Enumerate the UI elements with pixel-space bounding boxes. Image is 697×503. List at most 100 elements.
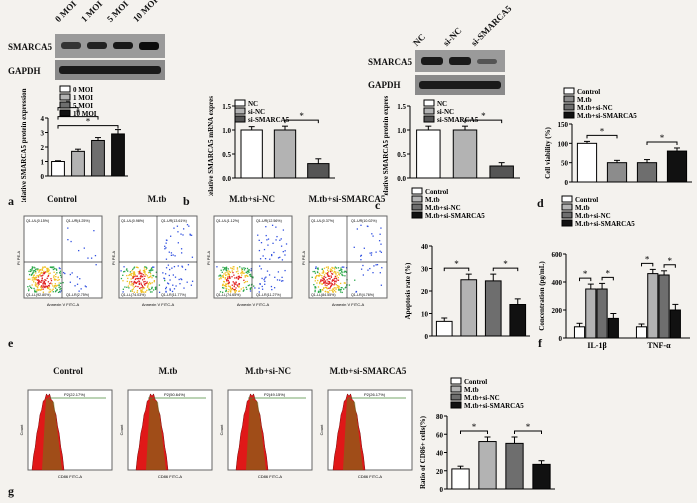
dot <box>322 271 324 273</box>
dot <box>36 290 38 292</box>
dot <box>59 288 61 290</box>
dot <box>36 288 38 291</box>
dot <box>335 287 337 289</box>
sig-star: * <box>660 133 665 143</box>
dot <box>31 267 34 269</box>
dot <box>164 248 166 250</box>
panel-letter-g: g <box>8 484 14 498</box>
dot <box>327 266 329 268</box>
dot <box>233 288 235 291</box>
dot <box>341 266 343 268</box>
quad-lr: Q1-LR(2.75%) <box>66 293 89 297</box>
dot <box>27 286 29 288</box>
dot <box>137 267 139 269</box>
dot <box>146 289 148 292</box>
wb-a-lane-0: 0 MOI <box>52 0 79 25</box>
dot <box>284 254 286 256</box>
dot <box>325 282 327 284</box>
bar <box>435 320 453 337</box>
dot <box>246 274 248 277</box>
dot <box>271 288 273 291</box>
dot <box>124 286 126 288</box>
dot <box>275 226 277 228</box>
dot <box>343 288 345 290</box>
dot <box>122 274 124 276</box>
dot <box>135 282 138 284</box>
dot <box>314 290 316 293</box>
quad-ul: Q1-UL(0.98%) <box>121 219 144 223</box>
dot <box>257 234 259 236</box>
dot <box>333 281 336 283</box>
dot <box>31 287 33 289</box>
dot <box>229 286 232 289</box>
dot <box>367 269 369 271</box>
dot <box>50 266 53 269</box>
dot <box>373 265 375 267</box>
dot <box>41 272 44 274</box>
dot <box>153 281 155 283</box>
dot <box>145 282 148 284</box>
dot <box>238 290 240 292</box>
dot <box>230 291 232 293</box>
dot <box>225 289 227 291</box>
dot <box>133 286 135 288</box>
x-tick-label: IL-1β <box>587 341 606 350</box>
dot <box>335 288 337 290</box>
dot <box>267 238 270 240</box>
legend-label: si-SMARCA5 <box>437 116 479 124</box>
y-axis-label: Ratio of CD86+ cells(%) <box>419 415 427 489</box>
dot <box>234 283 237 285</box>
wb-c-row-gapdh: GAPDH <box>368 80 401 90</box>
dot <box>231 276 233 278</box>
dot <box>333 278 335 280</box>
dot <box>324 286 327 289</box>
dot <box>42 284 44 286</box>
chart-a: 0 1 2 3 4 Relative SMARCA5 protein expression… <box>20 85 128 202</box>
dot <box>225 285 227 288</box>
dot <box>335 267 338 269</box>
dot <box>321 282 323 285</box>
dot <box>79 278 81 280</box>
dot <box>46 285 49 288</box>
dot <box>375 264 377 266</box>
dot <box>165 239 168 241</box>
dot <box>29 270 32 273</box>
dot <box>327 275 329 277</box>
dot <box>227 273 229 275</box>
dot <box>49 288 51 291</box>
quad-ll: Q1-LL(74.03%) <box>121 293 146 297</box>
dot <box>46 286 48 288</box>
wb-a-lane-3: 10 MOI <box>130 0 160 24</box>
dot <box>218 278 220 280</box>
dot <box>235 271 238 273</box>
dot <box>325 276 327 279</box>
axis-x-label: Annexin V FITC-A <box>237 302 270 307</box>
quad-ur: Q1-UR(12.56%) <box>256 219 282 223</box>
dot <box>280 245 283 247</box>
legend-label: M.tb <box>425 196 440 204</box>
bar <box>505 442 524 490</box>
dot <box>53 285 56 287</box>
dot <box>222 280 225 283</box>
legend-label: M.tb+si-NC <box>464 394 500 402</box>
dot <box>334 266 337 268</box>
sig-bracket <box>646 141 678 145</box>
y-tick-label: 0 <box>559 335 563 343</box>
dot <box>314 289 316 291</box>
dot <box>220 269 222 271</box>
legend-label: M.tb+si-SMARCA5 <box>575 220 635 228</box>
dot <box>189 233 191 235</box>
dot <box>243 272 245 274</box>
dot <box>241 268 244 271</box>
dot <box>322 270 324 272</box>
dot <box>183 287 185 289</box>
dot <box>47 274 50 277</box>
dot <box>165 291 167 293</box>
dot <box>139 269 141 271</box>
legend-label: M.tb+si-SMARCA5 <box>577 112 637 120</box>
y-tick-label: 30 <box>421 266 429 274</box>
dot <box>47 269 49 271</box>
dot <box>328 275 330 277</box>
dot <box>142 286 144 288</box>
